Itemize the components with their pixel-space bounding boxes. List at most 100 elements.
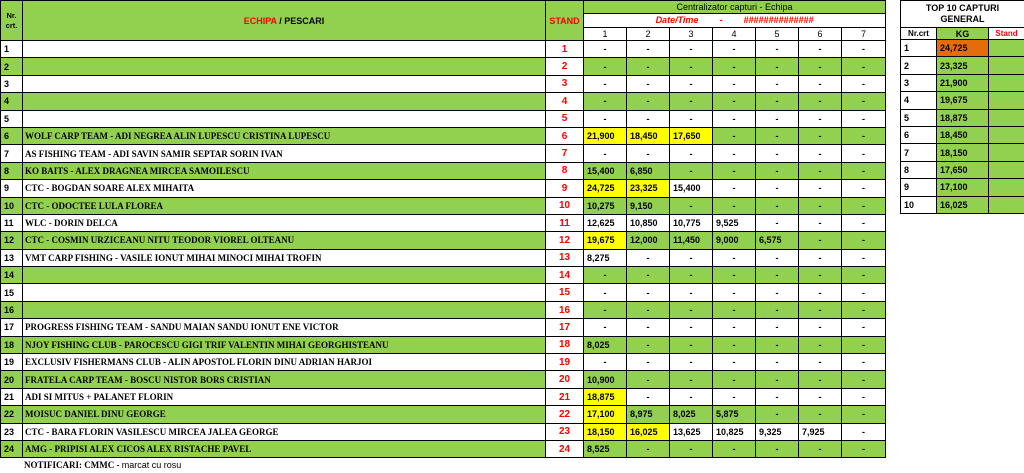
team-cell[interactable]: MOISUC DANIEL DINU GEORGE	[22, 405, 546, 424]
stand-cell[interactable]: 11	[545, 213, 584, 233]
catch-value-cell[interactable]: -	[755, 196, 799, 215]
catch-value-cell[interactable]: -	[712, 39, 756, 59]
catch-value-cell[interactable]: -	[669, 161, 713, 181]
catch-value-cell[interactable]: -	[583, 109, 627, 128]
catch-value-cell[interactable]: 18,875	[583, 387, 627, 407]
catch-value-cell[interactable]: 12,000	[626, 231, 670, 250]
top10-kg[interactable]: 23,325	[936, 56, 989, 75]
column-header-4[interactable]: 4	[712, 26, 756, 42]
catch-value-cell[interactable]: -	[626, 300, 670, 320]
catch-value-cell[interactable]: 7,925	[798, 422, 842, 441]
catch-value-cell[interactable]: -	[712, 318, 756, 337]
catch-value-cell[interactable]: 5,875	[712, 405, 756, 424]
team-cell[interactable]	[22, 109, 546, 128]
catch-value-cell[interactable]: -	[798, 179, 842, 198]
catch-value-cell[interactable]: 8,275	[583, 248, 627, 268]
stand-cell[interactable]: 13	[545, 248, 584, 268]
catch-value-cell[interactable]: -	[712, 109, 756, 128]
catch-value-cell[interactable]: -	[712, 439, 756, 459]
team-cell[interactable]: CTC - COSMIN URZICEANU NITU TEODOR VIORE…	[22, 231, 546, 250]
stand-cell[interactable]: 1	[545, 39, 584, 59]
catch-value-cell[interactable]: -	[669, 318, 713, 337]
stand-cell[interactable]: 23	[545, 422, 584, 441]
catch-value-cell[interactable]: 10,850	[626, 213, 670, 233]
catch-value-cell[interactable]: 9,325	[755, 422, 799, 441]
top10-kg[interactable]: 19,675	[936, 91, 989, 110]
catch-value-cell[interactable]: -	[840, 387, 887, 407]
team-cell[interactable]: CTC - ODOCTEE LULA FLOREA	[22, 196, 546, 215]
top10-kg-header[interactable]: KG	[936, 27, 989, 40]
team-cell[interactable]	[22, 283, 546, 302]
top10-rank[interactable]: 8	[900, 160, 937, 180]
catch-value-cell[interactable]: -	[840, 126, 887, 146]
column-header-1[interactable]: 1	[583, 26, 627, 42]
catch-value-cell[interactable]: 18,150	[583, 422, 627, 441]
catch-value-cell[interactable]: -	[798, 39, 842, 59]
catch-value-cell[interactable]: -	[669, 92, 713, 111]
catch-value-cell[interactable]: -	[798, 335, 842, 355]
catch-value-cell[interactable]: -	[669, 439, 713, 459]
stand-cell[interactable]: 7	[545, 144, 584, 163]
column-header-5[interactable]: 5	[755, 26, 799, 42]
team-cell[interactable]	[22, 74, 546, 94]
catch-value-cell[interactable]: -	[669, 353, 713, 372]
team-cell[interactable]	[22, 300, 546, 320]
row-number[interactable]: 17	[0, 318, 23, 337]
catch-value-cell[interactable]: -	[755, 387, 799, 407]
catch-value-cell[interactable]: -	[755, 248, 799, 268]
team-cell[interactable]	[22, 57, 546, 76]
catch-value-cell[interactable]: -	[755, 161, 799, 181]
catch-value-cell[interactable]: -	[840, 179, 887, 198]
top10-kg[interactable]: 21,900	[936, 73, 989, 93]
echipa-pescari-header[interactable]: ECHIPA / PESCARI	[22, 0, 546, 41]
catch-value-cell[interactable]: -	[840, 74, 887, 94]
top10-stand[interactable]	[987, 125, 1024, 145]
top10-kg[interactable]: 17,650	[936, 160, 989, 180]
catch-value-cell[interactable]: -	[712, 353, 756, 372]
catch-value-cell[interactable]: 18,450	[626, 126, 670, 146]
top10-stand[interactable]	[987, 143, 1024, 162]
catch-value-cell[interactable]: 12,625	[583, 213, 627, 233]
top10-rank[interactable]: 3	[900, 73, 937, 93]
catch-value-cell[interactable]: -	[755, 39, 799, 59]
catch-value-cell[interactable]: -	[840, 248, 887, 268]
stand-cell[interactable]: 8	[545, 161, 584, 181]
catch-value-cell[interactable]: -	[755, 266, 799, 285]
stand-cell[interactable]: 5	[545, 109, 584, 128]
team-cell[interactable]: VMT CARP FISHING - VASILE IONUT MIHAI MI…	[22, 248, 546, 268]
stand-cell[interactable]: 12	[545, 231, 584, 250]
row-number[interactable]: 21	[0, 387, 23, 407]
catch-value-cell[interactable]: 10,825	[712, 422, 756, 441]
catch-value-cell[interactable]: -	[626, 74, 670, 94]
row-number[interactable]: 4	[0, 92, 23, 111]
stand-cell[interactable]: 16	[545, 300, 584, 320]
catch-value-cell[interactable]: -	[840, 318, 887, 337]
top10-title[interactable]: TOP 10 CAPTURI GENERAL	[899, 0, 1024, 28]
stand-cell[interactable]: 18	[545, 335, 584, 355]
catch-value-cell[interactable]: -	[755, 335, 799, 355]
catch-value-cell[interactable]: -	[798, 283, 842, 302]
catch-value-cell[interactable]: -	[798, 57, 842, 76]
catch-value-cell[interactable]: -	[583, 353, 627, 372]
catch-value-cell[interactable]: -	[840, 422, 887, 441]
row-number[interactable]: 14	[0, 266, 23, 285]
catch-value-cell[interactable]: 8,975	[626, 405, 670, 424]
top10-stand[interactable]	[987, 38, 1024, 58]
row-number[interactable]: 20	[0, 370, 23, 389]
team-cell[interactable]	[22, 266, 546, 285]
row-number[interactable]: 1	[0, 39, 23, 59]
catch-value-cell[interactable]: -	[798, 74, 842, 94]
catch-value-cell[interactable]: 11,450	[669, 231, 713, 250]
catch-value-cell[interactable]: 17,650	[669, 126, 713, 146]
catch-value-cell[interactable]: -	[626, 39, 670, 59]
top10-stand[interactable]	[987, 178, 1024, 197]
catch-value-cell[interactable]: -	[712, 57, 756, 76]
top10-rank[interactable]: 9	[900, 178, 937, 197]
top10-stand[interactable]	[987, 108, 1024, 127]
catch-value-cell[interactable]: -	[840, 353, 887, 372]
catch-value-cell[interactable]: -	[840, 405, 887, 424]
catch-value-cell[interactable]: -	[626, 92, 670, 111]
stand-cell[interactable]: 24	[545, 439, 584, 459]
catch-value-cell[interactable]: 6,850	[626, 161, 670, 181]
catch-value-cell[interactable]: -	[583, 74, 627, 94]
